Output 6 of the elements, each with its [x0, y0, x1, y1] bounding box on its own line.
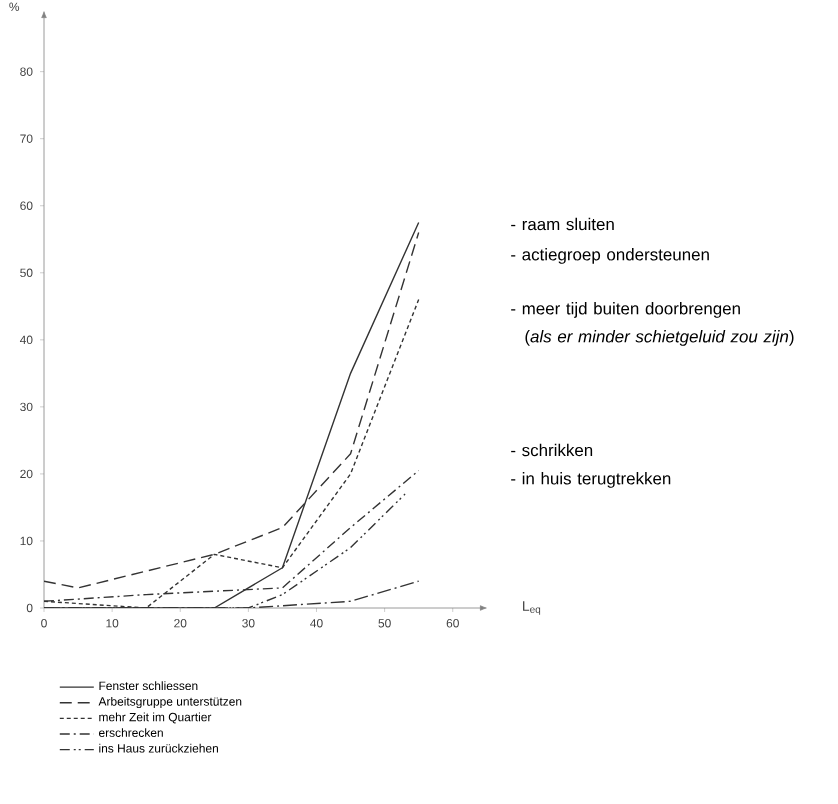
text: - actiegroep ondersteunen	[511, 248, 709, 264]
text: - raam sluiten	[511, 217, 614, 231]
text: - meer tijd buiten doorbrengen	[511, 302, 740, 318]
text: - schrikken	[511, 443, 593, 457]
text: - in huis terugtrekken	[511, 472, 671, 488]
text: (als er minder schietgeluid zou zijn)	[525, 330, 794, 346]
